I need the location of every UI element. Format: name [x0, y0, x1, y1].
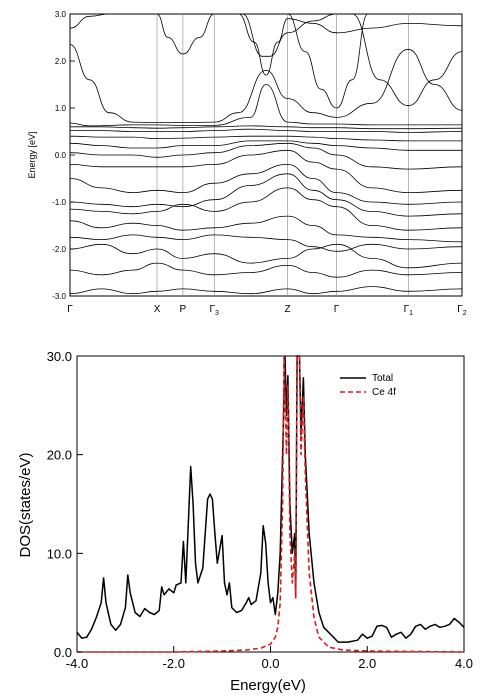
- band-y-axis-label: Energy [eV]: [27, 131, 37, 178]
- kpoint-label: Γ1: [404, 304, 414, 317]
- kpoint-label: Γ: [334, 304, 340, 315]
- legend-label-total: Total: [372, 373, 393, 384]
- dos-series: [76, 355, 465, 653]
- dos-y-tick-label: 30.0: [47, 349, 72, 364]
- dos-chart: 0.0 10.0 20.0 30.0 -4.0 -2.0 0.0 2.0 4.0 Energy…: [17, 349, 473, 694]
- legend: Total Ce 4f: [340, 373, 396, 398]
- band-line: [242, 13, 337, 57]
- band-y-tick-label: -3.0: [52, 292, 66, 301]
- dos-y-tick-label: 10.0: [47, 546, 72, 561]
- dos-x-tick-label: 0.0: [261, 656, 279, 671]
- band-line: [69, 262, 463, 278]
- dos-x-axis-label: Energy(eV): [230, 677, 306, 694]
- band-line: [69, 173, 463, 217]
- band-line: [69, 13, 110, 29]
- kpoint-gridlines: [156, 14, 409, 296]
- band-y-tick-label: -2.0: [52, 245, 66, 254]
- kpoint-label: Γ2: [457, 304, 467, 317]
- dos-x-tick-label: 4.0: [455, 656, 473, 671]
- band-y-tick-label: -1.0: [52, 198, 66, 207]
- band-y-tick-label: 0.0: [55, 151, 67, 160]
- dos-plot-area: [76, 355, 465, 653]
- band-line: [69, 163, 463, 205]
- kpoint-label: Γ: [67, 304, 73, 315]
- band-line: [69, 142, 463, 170]
- kpoint-label: Z: [285, 304, 291, 315]
- band-lines: [69, 13, 463, 295]
- band-line: [352, 13, 463, 107]
- band-line: [69, 140, 462, 151]
- band-y-tick-label: 3.0: [55, 10, 67, 19]
- band-line: [69, 215, 463, 243]
- band-line: [156, 13, 215, 55]
- band-y-tick-label: 2.0: [55, 57, 67, 66]
- band-line: [287, 13, 369, 109]
- band-line: [69, 286, 463, 295]
- band-x-ticks: Γ X P Γ3 Z Γ Γ1 Γ2: [67, 304, 467, 317]
- band-line: [69, 187, 463, 231]
- dos-series-line-total: [76, 355, 465, 643]
- kpoint-label: X: [154, 304, 161, 315]
- legend-label-ce4f: Ce 4f: [372, 387, 396, 398]
- kpoint-label: Γ3: [210, 304, 220, 317]
- band-line: [69, 234, 463, 252]
- band-structure-chart: -3.0 -2.0 -1.0 0.0 1.0 2.0 3.0 Γ X P Γ3 Z Γ Γ1 Γ2 Ene…: [27, 10, 467, 317]
- band-line: [69, 243, 463, 269]
- band-line: [238, 13, 463, 76]
- dos-x-tick-label: 2.0: [358, 656, 376, 671]
- band-line: [69, 135, 462, 142]
- band-y-ticks: -3.0 -2.0 -1.0 0.0 1.0 2.0 3.0: [52, 10, 75, 301]
- band-line: [69, 84, 463, 127]
- dos-y-tick-label: 20.0: [47, 448, 72, 463]
- dos-series-line-ce4f: [77, 355, 465, 653]
- dos-x-ticks: -4.0 -2.0 0.0 2.0 4.0: [66, 646, 473, 671]
- dos-y-tick-label: 0.0: [54, 645, 72, 660]
- band-line: [69, 44, 463, 123]
- band-line: [70, 125, 463, 130]
- dos-y-ticks: 0.0 10.0 20.0 30.0: [47, 349, 83, 660]
- dos-x-tick-label: -2.0: [163, 656, 185, 671]
- kpoint-label: P: [180, 304, 187, 315]
- dos-y-axis-label: DOS(states/eV): [17, 452, 34, 557]
- band-line: [70, 128, 463, 133]
- dos-x-tick-label: -4.0: [66, 656, 88, 671]
- band-line: [69, 149, 463, 194]
- band-y-tick-label: 1.0: [55, 104, 67, 113]
